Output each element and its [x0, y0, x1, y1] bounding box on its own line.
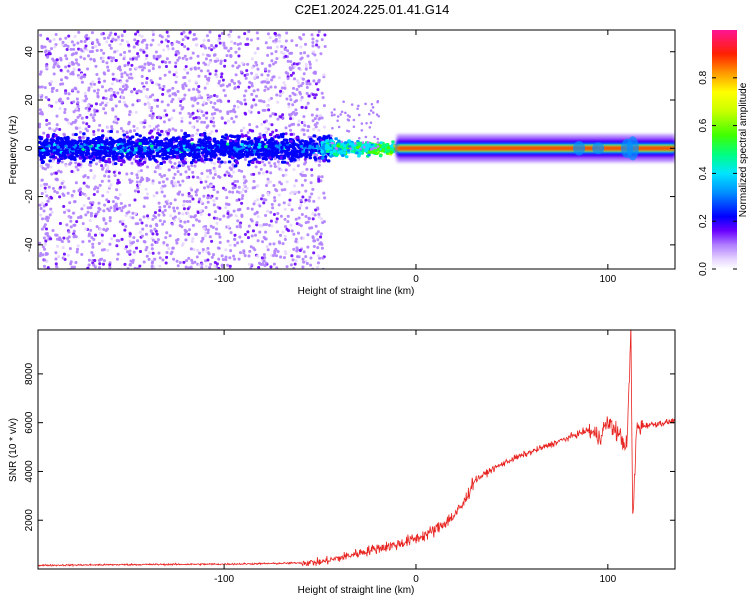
heatmap-x-label: Height of straight line (km) [298, 286, 415, 297]
x-tick-label: 0 [413, 274, 419, 285]
colorbar-ticks: 0.0 0.2 0.4 0.6 0.8 [698, 70, 737, 276]
x-tick-label: 0 [413, 574, 419, 585]
y-tick-label: 4000 [24, 460, 35, 483]
y-tick-label: -20 [24, 189, 35, 204]
snr-x-ticks: -100 0 100 [214, 330, 617, 585]
colorbar-gradient [712, 30, 737, 269]
y-tick-label: 6000 [24, 411, 35, 434]
y-tick-label: 2000 [24, 509, 35, 532]
snr-y-label: SNR (10 * v/v) [8, 418, 19, 482]
colorbar: 0.0 0.2 0.4 0.6 0.8 Normalized spectral ampl… [698, 30, 749, 276]
snr-x-label: Height of straight line (km) [298, 585, 415, 596]
heatmap-panel: -100 0 100 -40 -20 0 20 40 Height of straight … [8, 29, 676, 297]
y-tick-label: -40 [24, 237, 35, 252]
y-tick-label: 8000 [24, 362, 35, 385]
y-tick-label: 40 [24, 46, 35, 58]
y-tick-label: 20 [24, 94, 35, 106]
heatmap-x-ticks: -100 0 100 [214, 30, 617, 285]
x-tick-label: -100 [214, 274, 234, 285]
snr-y-ticks: 2000 4000 6000 8000 [24, 362, 675, 531]
heatmap-y-label: Frequency (Hz) [8, 116, 19, 185]
heatmap-frame [37, 29, 676, 270]
snr-series-line [38, 330, 675, 568]
snr-panel: -100 0 100 2000 4000 6000 8000 Height of stra… [8, 329, 676, 596]
y-tick-label: 0 [24, 145, 35, 151]
snr-frame [37, 329, 676, 570]
figure-title: C2E1.2024.225.01.41.G14 [295, 2, 450, 17]
colorbar-label: Normalized spectral amplitude [738, 82, 749, 217]
x-tick-label: 100 [600, 274, 617, 285]
x-tick-label: -100 [214, 574, 234, 585]
colorbar-tick-label: 0.6 [698, 118, 709, 132]
heatmap-image [38, 30, 675, 269]
colorbar-tick-label: 0.4 [698, 166, 709, 180]
colorbar-tick-label: 0.2 [698, 214, 709, 228]
colorbar-tick-label: 0.0 [698, 262, 709, 276]
x-tick-label: 100 [600, 574, 617, 585]
colorbar-tick-label: 0.8 [698, 70, 709, 84]
heatmap-y-ticks: -40 -20 0 20 40 [24, 46, 675, 252]
